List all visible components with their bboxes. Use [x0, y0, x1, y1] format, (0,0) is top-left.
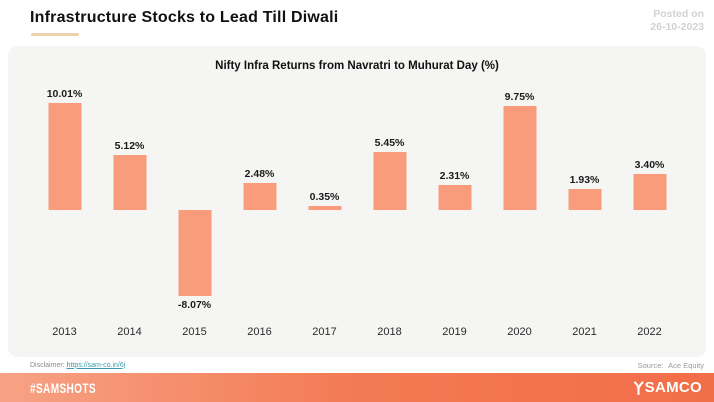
samco-logo: SAMCO [633, 379, 702, 396]
x-axis-label-2022: 2022 [637, 326, 662, 338]
bar-area: 5.45% [357, 82, 422, 322]
bar-area: -8.07% [162, 82, 227, 322]
x-axis-label-2017: 2017 [312, 326, 337, 338]
bar-area: 3.40% [617, 82, 682, 322]
samshots-hashtag: #SAMSHOTS [30, 379, 96, 396]
bar-column-2014: 5.12% 2014 [97, 82, 162, 338]
bar-column-2016: 2.48% 2016 [227, 82, 292, 338]
x-axis-label-2013: 2013 [52, 326, 77, 338]
source-value: Ace Equity [668, 360, 704, 370]
bar-value-label: 2.48% [244, 168, 275, 181]
samco-mark-icon [633, 380, 644, 395]
bar-column-2019: 2.31% 2019 [422, 82, 487, 338]
bar-column-2022: 3.40% 2022 [617, 82, 682, 338]
disclaimer-label: Disclaimer: [30, 361, 65, 369]
bar-2019 [438, 185, 471, 210]
bar-column-2013: 10.01% 2013 [32, 82, 97, 338]
bar-area: 5.12% [97, 82, 162, 322]
bar-value-label: -8.07% [177, 299, 212, 312]
footnotes: Disclaimer: https://sam-co.in/6j Source:… [0, 357, 714, 373]
chart-title: Nifty Infra Returns from Navratri to Muh… [215, 60, 499, 72]
bar-area: 10.01% [32, 82, 97, 322]
bar-value-label: 1.93% [569, 174, 600, 187]
title-underline [31, 33, 79, 36]
bar-column-2015: -8.07% 2015 [162, 82, 227, 338]
bar-area: 9.75% [487, 82, 552, 322]
bar-2013 [48, 102, 81, 210]
header: Infrastructure Stocks to Lead Till Diwal… [0, 0, 714, 46]
bar-area: 0.35% [292, 82, 357, 322]
bar-column-2017: 0.35% 2017 [292, 82, 357, 338]
samco-wordmark: SAMCO [644, 379, 702, 396]
bar-2016 [243, 183, 276, 210]
posted-on-label: Posted on [653, 8, 704, 20]
disclaimer-link[interactable]: https://sam-co.in/6j [66, 361, 126, 369]
bar-plot: 10.01% 2013 5.12% 2014 -8.07% 2015 2.48% 2016 0.… [32, 82, 682, 338]
footer-bar: #SAMSHOTS SAMCO [0, 373, 714, 402]
bar-value-label: 0.35% [309, 191, 340, 204]
bar-2018 [373, 151, 406, 210]
bar-2021 [568, 189, 601, 210]
x-axis-label-2019: 2019 [442, 326, 467, 338]
x-axis-label-2021: 2021 [572, 326, 597, 338]
bar-value-label: 5.12% [114, 140, 145, 153]
bar-value-label: 9.75% [504, 90, 535, 103]
x-axis-label-2015: 2015 [182, 326, 207, 338]
bar-2022 [633, 173, 666, 210]
posted-on-date: 26-10-2023 [650, 21, 704, 33]
chart-card: Nifty Infra Returns from Navratri to Muh… [8, 46, 706, 357]
source-credit: Source: Ace Equity [638, 361, 704, 370]
bar-area: 2.31% [422, 82, 487, 322]
bar-2014 [113, 155, 146, 210]
source-label: Source: [637, 360, 664, 370]
bar-2017 [308, 206, 341, 210]
bar-value-label: 2.31% [439, 170, 470, 183]
x-axis-label-2016: 2016 [247, 326, 272, 338]
bar-value-label: 3.40% [634, 158, 665, 171]
x-axis-label-2018: 2018 [377, 326, 402, 338]
bar-column-2020: 9.75% 2020 [487, 82, 552, 338]
bar-2015 [178, 210, 211, 297]
page-title: Infrastructure Stocks to Lead Till Diwal… [30, 9, 339, 26]
bar-2020 [503, 105, 536, 210]
posted-on: Posted on 26-10-2023 [650, 8, 704, 34]
bar-area: 1.93% [552, 82, 617, 322]
bar-column-2018: 5.45% 2018 [357, 82, 422, 338]
x-axis-label-2020: 2020 [507, 326, 532, 338]
bar-column-2021: 1.93% 2021 [552, 82, 617, 338]
disclaimer: Disclaimer: https://sam-co.in/6j [30, 362, 125, 369]
bar-value-label: 5.45% [374, 136, 405, 149]
bar-area: 2.48% [227, 82, 292, 322]
bar-value-label: 10.01% [46, 87, 83, 100]
x-axis-label-2014: 2014 [117, 326, 142, 338]
